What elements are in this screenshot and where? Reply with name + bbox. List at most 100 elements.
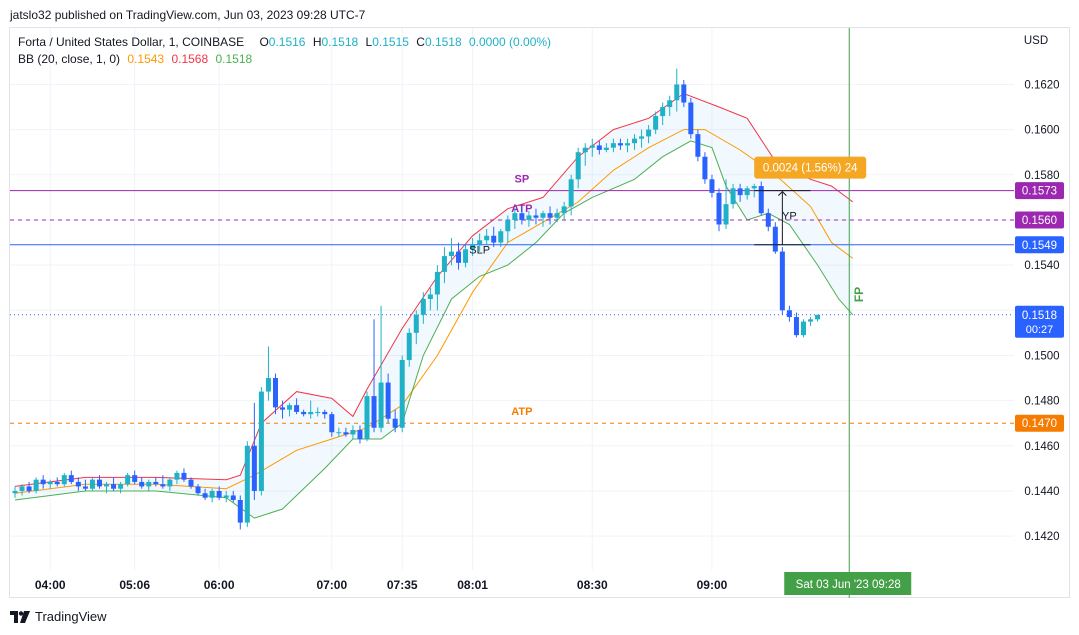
candle-body[interactable] — [751, 186, 757, 189]
candle-body[interactable] — [322, 411, 328, 415]
candle-body[interactable] — [575, 152, 581, 180]
candle-body[interactable] — [139, 481, 145, 487]
candle-body[interactable] — [336, 432, 342, 434]
candle-body[interactable] — [237, 499, 243, 523]
candle-body[interactable] — [603, 147, 609, 150]
price-badge-0.1549-box[interactable] — [1015, 236, 1064, 254]
candle-body[interactable] — [505, 219, 511, 232]
candle-body[interactable] — [561, 206, 567, 214]
candle-body[interactable] — [786, 310, 792, 318]
candle-body[interactable] — [118, 484, 124, 489]
last-price-badge[interactable] — [1015, 305, 1064, 338]
candle-body[interactable] — [477, 240, 483, 245]
candle-body[interactable] — [639, 136, 645, 139]
candle-body[interactable] — [610, 143, 616, 148]
candle-body[interactable] — [230, 495, 236, 500]
candle-body[interactable] — [646, 129, 652, 137]
candle-body[interactable] — [160, 484, 166, 487]
candle-body[interactable] — [716, 192, 722, 225]
candle-body[interactable] — [19, 486, 25, 491]
candle-body[interactable] — [554, 213, 560, 218]
candle-body[interactable] — [737, 188, 743, 196]
candle-body[interactable] — [441, 256, 447, 272]
candle-body[interactable] — [111, 484, 117, 489]
candle-body[interactable] — [420, 299, 426, 315]
candle-body[interactable] — [413, 314, 419, 333]
candle-body[interactable] — [153, 481, 159, 485]
candle-body[interactable] — [287, 405, 293, 410]
candle-body[interactable] — [617, 143, 623, 146]
candle-body[interactable] — [491, 235, 497, 243]
candle-body[interactable] — [216, 490, 222, 498]
candle-body[interactable] — [815, 314, 821, 320]
candle-body[interactable] — [702, 156, 708, 180]
candle-body[interactable] — [89, 479, 95, 489]
candle-body[interactable] — [800, 321, 806, 336]
candle-body[interactable] — [667, 100, 673, 108]
candle-body[interactable] — [167, 479, 173, 487]
candle-body[interactable] — [399, 359, 405, 428]
candle-body[interactable] — [779, 251, 785, 311]
candle-body[interactable] — [392, 418, 398, 428]
candle-body[interactable] — [448, 251, 454, 257]
candle-body[interactable] — [33, 479, 39, 491]
candle-body[interactable] — [357, 429, 363, 440]
candle-body[interactable] — [624, 143, 630, 146]
candle-body[interactable] — [96, 479, 102, 487]
candle-body[interactable] — [125, 475, 131, 485]
candle-body[interactable] — [653, 116, 659, 130]
candle-body[interactable] — [181, 472, 187, 480]
candle-body[interactable] — [40, 479, 46, 485]
candle-body[interactable] — [547, 213, 553, 218]
candle-body[interactable] — [12, 490, 18, 494]
candle-body[interactable] — [434, 271, 440, 295]
candle-body[interactable] — [223, 495, 229, 498]
candle-body[interactable] — [82, 486, 88, 489]
candle-body[interactable] — [695, 134, 701, 157]
candle-body[interactable] — [378, 382, 384, 428]
candle-body[interactable] — [709, 179, 715, 193]
candle-body[interactable] — [681, 84, 687, 103]
candle-body[interactable] — [744, 188, 750, 196]
candle-body[interactable] — [188, 479, 194, 487]
candle-body[interactable] — [54, 481, 60, 485]
candle-body[interactable] — [301, 411, 307, 415]
candle-body[interactable] — [209, 490, 215, 498]
candle-body[interactable] — [526, 215, 532, 220]
candle-body[interactable] — [484, 235, 490, 241]
candle-body[interactable] — [723, 204, 729, 225]
candle-body[interactable] — [406, 332, 412, 360]
candle-body[interactable] — [329, 414, 335, 433]
candle-body[interactable] — [765, 213, 771, 227]
candle-body[interactable] — [540, 213, 546, 218]
price-badge-0.1573-box[interactable] — [1015, 182, 1064, 200]
candle-body[interactable] — [512, 213, 518, 220]
candle-body[interactable] — [174, 472, 180, 480]
candle-body[interactable] — [568, 179, 574, 207]
candle-body[interactable] — [308, 411, 314, 415]
candle-body[interactable] — [533, 215, 539, 218]
price-badge-0.1470-box[interactable] — [1015, 414, 1064, 432]
candle-body[interactable] — [315, 411, 321, 413]
candle-body[interactable] — [272, 378, 278, 408]
candle-body[interactable] — [632, 138, 638, 144]
candle-body[interactable] — [146, 481, 152, 487]
price-badge-0.1560-box[interactable] — [1015, 211, 1064, 229]
bb-legend[interactable]: BB (20, close, 1, 0) 0.1543 0.1568 0.151… — [18, 52, 252, 66]
candle-body[interactable] — [793, 317, 799, 336]
candle-body[interactable] — [195, 486, 201, 494]
candle-body[interactable] — [596, 145, 602, 150]
ruler-label-box[interactable] — [754, 156, 867, 179]
candle-body[interactable] — [343, 432, 349, 435]
candle-body[interactable] — [104, 484, 110, 487]
symbol-legend[interactable]: Forta / United States Dollar, 1, COINBAS… — [18, 35, 551, 49]
candle-body[interactable] — [364, 396, 370, 440]
candle-body[interactable] — [674, 84, 680, 101]
candle-body[interactable] — [730, 188, 736, 205]
candle-body[interactable] — [47, 481, 53, 485]
candle-body[interactable] — [385, 382, 391, 419]
candle-body[interactable] — [294, 405, 300, 412]
candle-body[interactable] — [688, 102, 694, 135]
candle-body[interactable] — [61, 475, 67, 485]
